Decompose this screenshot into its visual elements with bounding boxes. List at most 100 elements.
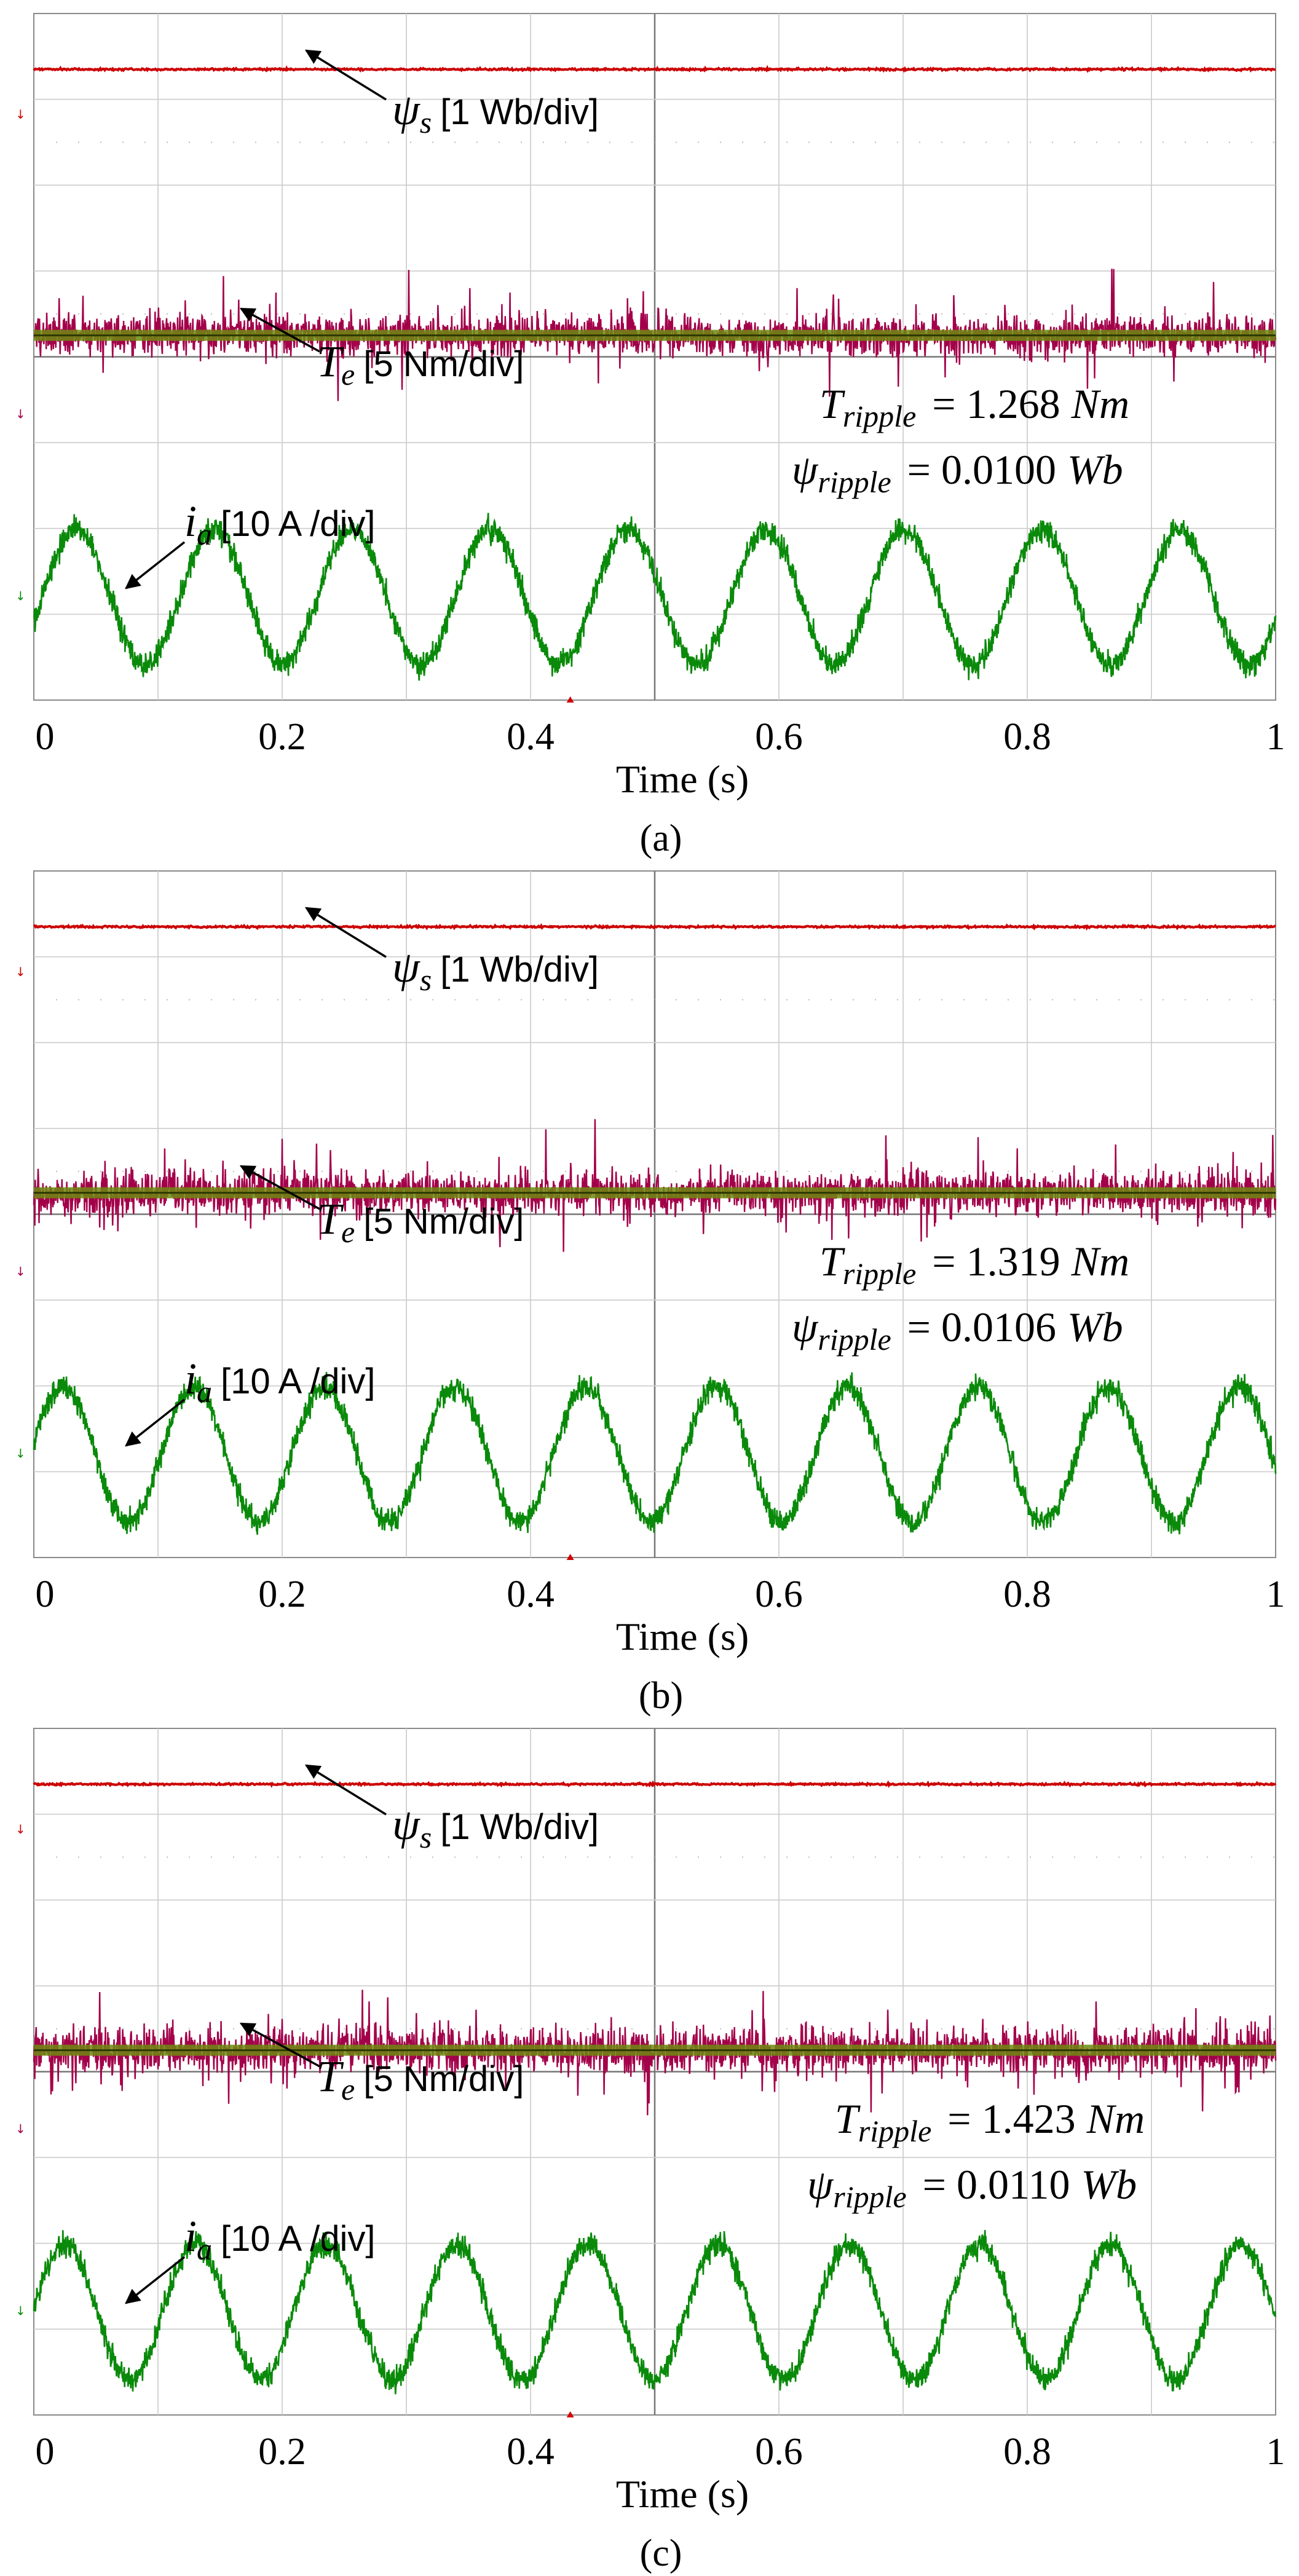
flux-ripple-symbol: ψ <box>792 1304 819 1350</box>
te-symbol: T <box>317 2052 344 2101</box>
trigger-marker-icon <box>566 1554 574 1560</box>
x-tick-label: 1 <box>1266 1574 1285 1615</box>
psi-s-unit: [1 Wb/div] <box>440 950 599 990</box>
channel-marker-icon: ↓ <box>15 2303 26 2318</box>
x-tick-label: 0.6 <box>755 1574 803 1615</box>
te-arrow-icon <box>239 1165 320 1210</box>
flux-ripple-subscript: ripple <box>833 2180 906 2214</box>
ia-symbol: i <box>184 497 197 546</box>
torque-ripple-unit: Nm <box>1071 1238 1129 1285</box>
ia-arrow-icon <box>125 541 186 589</box>
psi-s-symbol: ψ <box>392 1800 420 1849</box>
ia-symbol: i <box>184 1354 197 1403</box>
torque-ripple-subscript: ripple <box>858 2114 931 2148</box>
torque-ripple-annotation: Tripple = 1.268 Nm <box>819 380 1129 433</box>
te-symbol: T <box>317 337 344 386</box>
series-psi-s-trace <box>33 1780 1276 1788</box>
psi-s-subscript: s <box>420 1820 432 1854</box>
ia-unit: [10 A /div] <box>221 1361 376 1401</box>
torque-ripple-annotation: Tripple = 1.319 Nm <box>819 1238 1129 1291</box>
series-ia-trace <box>33 1372 1277 1535</box>
grid <box>34 871 1276 1558</box>
x-tick-label: 0.8 <box>1003 2431 1051 2473</box>
te-label: Te [5 Nm/div] <box>317 337 524 392</box>
flux-ripple-value: = 0.0100 <box>907 446 1056 493</box>
channel-marker-icon: ↓ <box>15 1822 26 1837</box>
te-arrow-icon <box>239 2022 320 2068</box>
flux-ripple-value: = 0.0106 <box>907 1304 1056 1350</box>
flux-ripple-subscript: ripple <box>818 465 891 499</box>
x-axis-label: Time (s) <box>616 1615 749 1658</box>
x-tick-label: 0.6 <box>755 716 803 758</box>
panel-caption: (b) <box>639 1675 683 1717</box>
flux-ripple-symbol: ψ <box>807 2161 834 2208</box>
ia-symbol: i <box>184 2212 197 2261</box>
series-ia-trace <box>33 513 1277 681</box>
x-tick-label: 0.8 <box>1003 716 1051 758</box>
te-unit: [5 Nm/div] <box>363 2059 524 2099</box>
te-subscript: e <box>341 357 355 392</box>
te-unit: [5 Nm/div] <box>363 1202 524 1242</box>
psi-s-label: ψs [1 Wb/div] <box>392 1800 599 1854</box>
x-tick-label: 1 <box>1266 716 1285 758</box>
psi-s-subscript: s <box>420 105 432 140</box>
channel-marker-icon: ↓ <box>15 2122 26 2137</box>
torque-ripple-unit: Nm <box>1071 380 1129 427</box>
torque-ripple-subscript: ripple <box>843 399 916 433</box>
te-unit: [5 Nm/div] <box>363 344 524 384</box>
x-tick-label: 1 <box>1266 2431 1285 2473</box>
x-axis-label: Time (s) <box>616 2472 749 2516</box>
psi-s-symbol: ψ <box>392 942 420 991</box>
torque-ripple-unit: Nm <box>1086 2095 1145 2142</box>
x-tick-label: 0 <box>36 1574 55 1615</box>
flux-ripple-annotation: ψripple = 0.0110 Wb <box>807 2161 1137 2214</box>
series-psi-s-trace <box>33 923 1276 931</box>
te-label: Te [5 Nm/div] <box>317 2052 524 2106</box>
te-label: Te [5 Nm/div] <box>317 1194 524 1249</box>
trigger-marker-icon <box>566 2411 574 2417</box>
series-ia-trace <box>33 2230 1277 2395</box>
flux-ripple-value: = 0.0110 <box>923 2161 1070 2208</box>
torque-ripple-value: = 1.268 <box>932 380 1060 427</box>
psi-s-arrow-icon <box>304 49 387 101</box>
ia-label: ia [10 A /div] <box>184 1354 376 1409</box>
te-symbol: T <box>317 1194 344 1243</box>
torque-ripple-annotation: Tripple = 1.423 Nm <box>835 2095 1145 2148</box>
flux-ripple-unit: Wb <box>1067 1304 1123 1350</box>
x-tick-label: 0.2 <box>258 2431 306 2473</box>
te-subscript: e <box>341 2072 355 2106</box>
ia-subscript: a <box>197 2232 212 2266</box>
torque-ripple-symbol: T <box>835 2095 861 2142</box>
panel-caption: (c) <box>640 2532 682 2574</box>
torque-ripple-symbol: T <box>819 380 845 427</box>
x-axis-label: Time (s) <box>616 757 749 801</box>
psi-s-label: ψs [1 Wb/div] <box>392 85 599 140</box>
trigger-marker-icon <box>566 696 574 703</box>
flux-ripple-annotation: ψripple = 0.0106 Wb <box>792 1304 1123 1357</box>
ia-arrow-icon <box>125 2256 186 2304</box>
torque-ripple-value: = 1.423 <box>947 2095 1075 2142</box>
psi-s-unit: [1 Wb/div] <box>440 92 599 132</box>
torque-ripple-value: = 1.319 <box>932 1238 1060 1285</box>
grid <box>34 14 1276 700</box>
torque-ripple-symbol: T <box>819 1238 845 1285</box>
x-tick-label: 0 <box>36 2431 55 2473</box>
channel-marker-icon: ↓ <box>15 407 26 422</box>
ia-unit: [10 A /div] <box>221 504 376 544</box>
channel-marker-icon: ↓ <box>15 1446 26 1460</box>
x-tick-label: 0.2 <box>258 1574 306 1615</box>
x-tick-label: 0.4 <box>507 1574 555 1615</box>
ia-arrow-icon <box>125 1398 186 1447</box>
channel-marker-icon: ↓ <box>15 107 26 122</box>
te-arrow-icon <box>239 307 320 353</box>
x-tick-label: 0.6 <box>755 2431 803 2473</box>
psi-s-arrow-icon <box>304 907 387 958</box>
flux-ripple-unit: Wb <box>1081 2161 1137 2208</box>
channel-marker-icon: ↓ <box>15 1264 26 1279</box>
panel-caption: (a) <box>640 817 682 859</box>
ia-subscript: a <box>197 1374 212 1409</box>
flux-ripple-subscript: ripple <box>818 1322 891 1357</box>
